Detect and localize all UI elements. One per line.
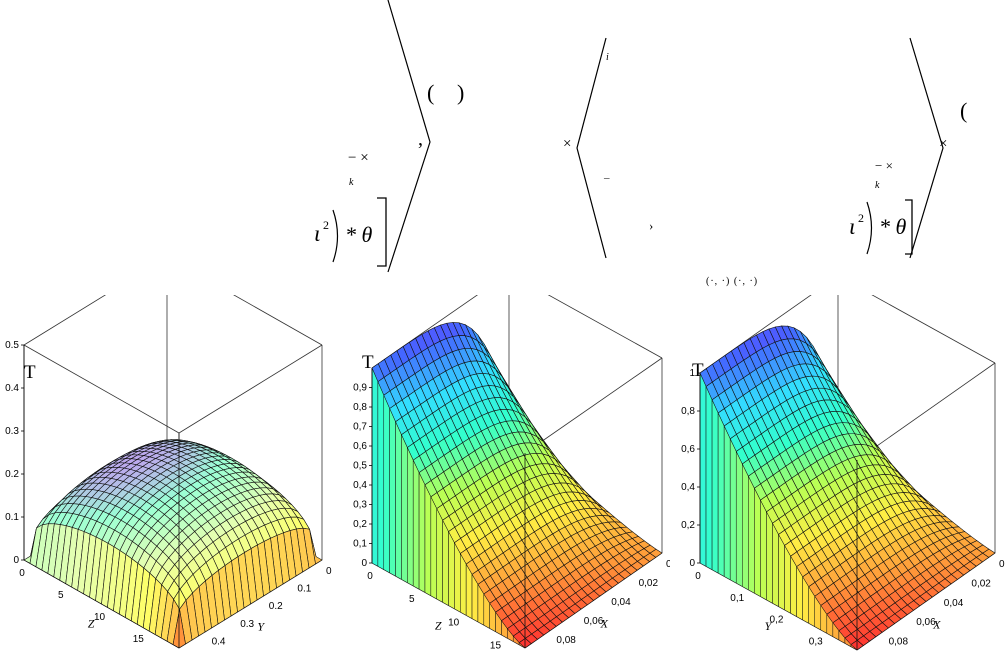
sup2-2: 2: [858, 211, 864, 225]
paren-open: (: [427, 80, 435, 105]
surface-mesh: [371, 322, 663, 649]
z-tick-label: 0.1: [5, 512, 19, 523]
y-tick-label: 0.4: [212, 636, 226, 647]
z-tick-label: 0,1: [353, 539, 367, 550]
sub-k-1: k: [349, 177, 354, 188]
plot-1-svg: 00.10.20.30.40.5051015200.50.40.30.20.10…: [5, 295, 332, 649]
cut-text: (·, ·) (·, ·): [706, 276, 759, 287]
square-bracket-right: [905, 199, 913, 255]
angle-bracket-mid: [576, 37, 607, 259]
y-tick-label: 0.1: [297, 584, 311, 595]
angle-bracket-right: [909, 37, 944, 259]
paren-big-2: [866, 201, 873, 255]
plot-title: T: [362, 352, 374, 373]
y-tick-label: 0: [999, 559, 1005, 570]
y-tick-label: 0: [326, 566, 332, 577]
y-tick-label: 0.3: [240, 619, 254, 630]
y-axis-label: X: [932, 617, 941, 631]
z-tick-label: 0.3: [5, 426, 19, 437]
x-tick-label: 0,3: [809, 636, 823, 647]
plot-title: T: [24, 362, 36, 383]
plot-2-svg: 00,10,20,30,40,50,60,70,80,90510150,100,…: [353, 295, 670, 652]
y-axis-label: X: [600, 616, 609, 630]
y-tick-label: 0,06: [584, 616, 604, 627]
z-tick-label: 0: [361, 558, 367, 569]
z-tick-label: 0,6: [681, 444, 695, 455]
z-tick-label: 0,9: [353, 383, 367, 394]
paren-big-1: [332, 209, 339, 263]
star-theta-1: * θ: [345, 222, 373, 247]
y-tick-label: 0: [666, 559, 670, 570]
y-tick-label: 0,04: [944, 598, 964, 609]
y-tick-label: 0,06: [916, 617, 936, 628]
z-tick-label: 0,8: [681, 406, 695, 417]
z-tick-label: 0,4: [681, 482, 695, 493]
x-axis-label: Z: [435, 618, 442, 632]
iota-2: ι: [849, 214, 856, 239]
z-tick-label: 0,7: [353, 422, 367, 433]
x-tick-label: 10: [448, 617, 460, 628]
surface-mesh: [699, 325, 996, 651]
z-tick-label: 1: [689, 368, 695, 379]
x-tick-label: 10: [94, 612, 106, 623]
minus-times-2: − ×: [875, 158, 893, 173]
z-tick-label: 0.4: [5, 383, 19, 394]
z-tick-label: 0,4: [353, 480, 367, 491]
x-tick-label: 15: [133, 634, 145, 645]
x-tick-label: 5: [409, 594, 415, 605]
surface-front: [699, 372, 858, 651]
z-tick-label: 0.5: [5, 340, 19, 351]
plot-3-svg: 00,20,40,60,8100,10,20,30,40,100,080,060…: [681, 295, 1005, 651]
plot-title: T: [692, 360, 704, 381]
z-tick-label: 0.2: [5, 469, 19, 480]
x-tick-label: 15: [490, 641, 502, 652]
x-tick-label: 0,1: [730, 593, 744, 604]
x-axis-label: Z: [88, 617, 95, 631]
z-tick-label: 0,6: [353, 441, 367, 452]
angle-bracket-left: [387, 0, 431, 273]
box-front-edges: [699, 373, 858, 650]
z-tick-label: 0,5: [353, 461, 367, 472]
box-front-edges: [23, 345, 180, 648]
y-tick-label: 0,08: [889, 637, 909, 648]
x-tick-label: 0: [367, 571, 373, 582]
z-tick-label: 0,3: [353, 500, 367, 511]
sup2-1: 2: [323, 218, 329, 232]
minus-times-1: − ×: [348, 150, 369, 166]
z-tick-label: 0: [689, 558, 695, 569]
square-bracket-left: [377, 197, 387, 267]
surface-plot-2: 00,10,20,30,40,50,60,70,80,90510150,100,…: [340, 295, 670, 654]
y-tick-label: 0,08: [556, 635, 576, 646]
surface-plot-3: 00,20,40,60,8100,10,20,30,40,100,080,060…: [670, 295, 1005, 654]
x-tick-label: 0: [19, 568, 25, 579]
small-i-mid: i: [606, 52, 609, 63]
paren-close: ): [457, 80, 465, 105]
x-tick-label: 5: [58, 590, 64, 601]
x-axis-label: Y: [765, 619, 773, 633]
z-tick-label: 0,2: [353, 519, 367, 530]
y-axis-label: Y: [257, 619, 265, 633]
surface-front: [371, 367, 526, 649]
times-mid: ×: [563, 136, 572, 152]
star-theta-2: * θ: [879, 214, 907, 239]
z-tick-label: 0: [13, 555, 19, 566]
y-tick-label: 0,02: [971, 578, 991, 589]
y-tick-label: 0,04: [611, 597, 631, 608]
x-tick-label: 0,2: [770, 615, 784, 626]
surface-plot-1: 00.10.20.30.40.5051015200.50.40.30.20.10…: [0, 295, 340, 654]
surface-mesh: [23, 439, 323, 649]
x-tick-label: 0: [695, 571, 701, 582]
y-tick-label: 0.2: [269, 601, 283, 612]
y-tick-label: 0,02: [639, 578, 659, 589]
comma: ,: [418, 128, 423, 150]
dash-mid: –: [604, 172, 610, 184]
z-tick-label: 0,8: [353, 402, 367, 413]
times-right: ×: [939, 136, 948, 152]
z-tick-label: 0,2: [681, 520, 695, 531]
gt-mid: ›: [649, 218, 654, 233]
iota-1: ι: [314, 221, 321, 246]
sub-k-2: k: [875, 180, 880, 191]
paren-right: (: [960, 98, 968, 123]
